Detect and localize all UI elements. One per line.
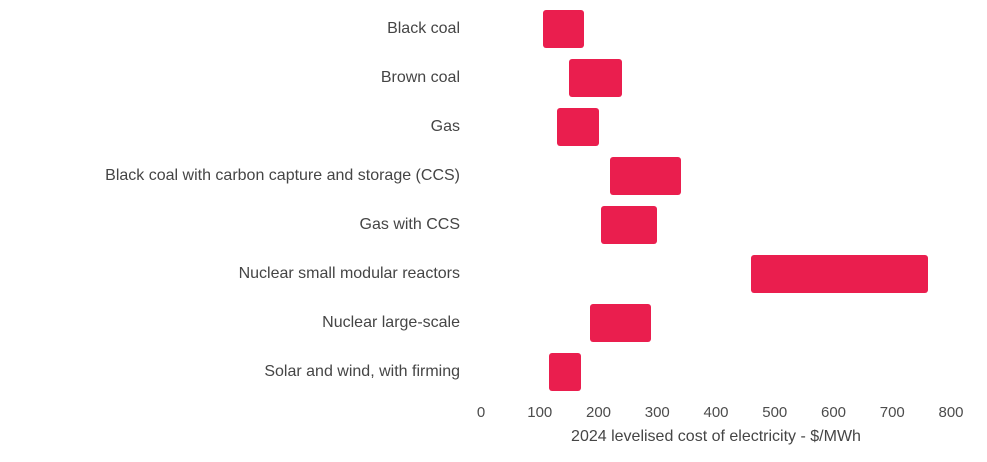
category-label: Brown coal: [380, 68, 460, 86]
x-tick-label: 400: [703, 404, 729, 421]
bar-track: [481, 58, 951, 97]
category-label: Gas: [430, 117, 460, 135]
chart-row: Brown coal: [0, 53, 987, 102]
bar-track: [481, 107, 951, 146]
x-tick-label: 200: [585, 404, 612, 421]
chart-row: Black coal with carbon capture and stora…: [0, 151, 987, 200]
x-tick-label: 800: [938, 404, 964, 421]
x-tick-label: 100: [527, 404, 553, 421]
chart-row: Black coal: [0, 4, 987, 53]
bar-track: [481, 352, 951, 391]
chart-row: Nuclear small modular reactors: [0, 249, 987, 298]
range-bar: [557, 107, 599, 146]
x-axis-label-row: 2024 levelised cost of electricity - $/M…: [0, 428, 987, 446]
range-bar: [548, 352, 581, 391]
x-tick-label: 600: [820, 404, 847, 421]
x-tick-label: 700: [879, 404, 905, 421]
x-axis: 0 100 200 300 400 500 600 700 800: [0, 404, 987, 424]
chart-rows: Black coal Brown coal Gas Black coal with c…: [0, 4, 987, 396]
bar-track: [481, 303, 951, 342]
x-tick-label: 500: [762, 404, 788, 421]
bar-track: [481, 156, 951, 195]
range-bar: [542, 9, 584, 48]
x-tick-label: 300: [644, 404, 670, 421]
chart-row: Gas with CCS: [0, 200, 987, 249]
category-label: Solar and wind, with firming: [264, 362, 460, 380]
bar-track: [481, 205, 951, 244]
bar-track: [481, 254, 951, 293]
chart-row: Solar and wind, with firming: [0, 347, 987, 396]
category-label: Nuclear small modular reactors: [238, 264, 460, 282]
range-bar: [589, 303, 652, 342]
category-label: Black coal: [387, 19, 460, 37]
range-bar: [751, 254, 928, 293]
category-label: Black coal with carbon capture and stora…: [105, 166, 460, 184]
chart-row: Gas: [0, 102, 987, 151]
range-bar: [610, 156, 681, 195]
x-tick-label: 0: [476, 404, 486, 421]
bar-track: [481, 9, 951, 48]
x-axis-ticks: 0 100 200 300 400 500 600 700 800: [477, 404, 964, 424]
axis-spacer: [0, 404, 481, 424]
category-label: Gas with CCS: [359, 215, 460, 233]
category-label: Nuclear large-scale: [322, 313, 460, 331]
chart-row: Nuclear large-scale: [0, 298, 987, 347]
x-axis-label: 2024 levelised cost of electricity - $/M…: [571, 428, 861, 445]
range-bar: [569, 58, 622, 97]
axis-spacer: [0, 428, 481, 446]
range-bar: [601, 205, 658, 244]
